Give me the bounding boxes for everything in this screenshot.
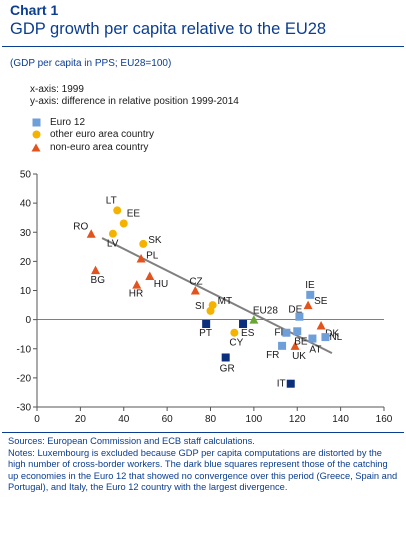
point-label-hu: HU [154, 279, 168, 290]
point-label-mt: MT [218, 296, 232, 307]
point-cy [230, 328, 239, 337]
point-es [239, 319, 248, 328]
point-dk [316, 320, 326, 330]
point-label-nl: NL [329, 332, 342, 343]
y-tick-label: 20 [20, 257, 32, 268]
triangle-marker-icon [30, 143, 42, 152]
point-fi [282, 328, 291, 337]
point-label-cz: CZ [189, 277, 202, 288]
point-at [308, 334, 317, 343]
point-uk [290, 341, 300, 350]
chart-subtitle: (GDP per capita in PPS; EU28=100) [10, 58, 172, 69]
point-label-eu28: EU28 [253, 306, 278, 317]
legend-item-euro12: Euro 12 [30, 116, 154, 129]
point-label-sk: SK [148, 235, 162, 246]
legend-swatch-non-euro [31, 143, 41, 152]
legend-item-other-euro: other euro area country [30, 129, 154, 142]
point-pt [202, 319, 211, 328]
chart-label: Chart 1 [10, 2, 59, 18]
point-it [286, 379, 295, 388]
x-tick-label: 0 [34, 414, 40, 425]
x-axis-note: x-axis: 1999 [30, 84, 84, 95]
point-label-es: ES [241, 328, 255, 339]
point-be [293, 327, 302, 336]
point-lt [113, 206, 122, 215]
point-label-lv: LV [107, 239, 119, 250]
x-tick-label: 100 [246, 414, 263, 425]
point-label-at: AT [309, 345, 321, 356]
point-eu28 [249, 315, 259, 324]
y-tick-label: 30 [20, 228, 32, 239]
y-tick-label: -10 [17, 344, 32, 355]
point-label-uk: UK [292, 351, 306, 362]
point-sk [139, 239, 148, 248]
y-tick-label: 0 [25, 315, 31, 326]
point-ee [119, 219, 128, 228]
point-lv [108, 229, 117, 238]
point-fr [278, 341, 287, 350]
x-tick-label: 40 [118, 414, 130, 425]
point-label-fr: FR [266, 350, 279, 361]
point-label-de: DE [288, 305, 302, 316]
y-tick-label: 50 [20, 170, 32, 181]
point-pl [136, 253, 146, 263]
point-label-dk: DK [325, 328, 339, 339]
point-ro [86, 229, 96, 238]
legend-label-non-euro: non-euro area country [50, 141, 149, 153]
point-label-cy: CY [229, 338, 243, 349]
chart-title: GDP growth per capita relative to the EU… [10, 20, 327, 38]
title-divider [2, 46, 404, 47]
point-de [295, 312, 304, 321]
x-tick-label: 80 [205, 414, 217, 425]
point-label-ro: RO [73, 222, 88, 233]
footnote-divider [2, 432, 404, 433]
point-hr [132, 280, 142, 289]
legend-item-non-euro: non-euro area country [30, 141, 154, 154]
point-label-se: SE [314, 296, 328, 307]
footnote-sources: Sources: European Commission and ECB sta… [8, 436, 255, 446]
point-label-hr: HR [129, 289, 143, 300]
x-tick-label: 120 [289, 414, 306, 425]
point-ie [306, 290, 315, 299]
point-se [303, 300, 313, 310]
point-nl [321, 333, 330, 342]
legend-swatch-other-euro [32, 130, 40, 139]
legend-swatch-euro12 [32, 118, 40, 127]
y-tick-label: -30 [17, 403, 32, 414]
legend-label-other-euro: other euro area country [50, 129, 154, 141]
point-bg [91, 265, 101, 275]
x-tick-label: 140 [332, 414, 349, 425]
point-mt [208, 301, 217, 310]
point-label-bg: BG [91, 275, 106, 286]
point-label-fi: FI [274, 328, 283, 339]
point-gr [221, 353, 230, 362]
point-label-si: SI [195, 301, 204, 312]
x-tick-label: 60 [162, 414, 174, 425]
point-hu [145, 271, 155, 280]
scatter-plot: -30 -20 -10 0 10 20 30 40 50 0 20 40 60 80 100 120 140 16… [17, 170, 393, 426]
y-tick-label: -20 [17, 373, 32, 384]
point-cz [190, 286, 200, 295]
point-label-ie: IE [305, 280, 315, 291]
point-label-lt: LT [106, 195, 117, 206]
legend-label-euro12: Euro 12 [50, 116, 86, 128]
footnote: Sources: European Commission and ECB sta… [8, 436, 400, 494]
circle-marker-icon [30, 130, 42, 139]
point-label-ee: EE [127, 209, 141, 220]
point-label-pt: PT [199, 328, 212, 339]
x-tick-label: 160 [376, 414, 393, 425]
point-label-be: BE [294, 336, 308, 347]
point-label-it: IT [277, 379, 286, 390]
point-label-gr: GR [220, 363, 235, 374]
y-tick-label: 10 [20, 286, 32, 297]
x-tick-label: 20 [75, 414, 87, 425]
y-tick-label: 40 [20, 199, 32, 210]
legend: Euro 12 other euro area country non-euro… [30, 116, 154, 154]
footnote-notes: Notes: Luxembourg is excluded because GD… [8, 447, 398, 493]
square-marker-icon [30, 118, 42, 127]
y-axis-note: y-axis: difference in relative position … [30, 96, 239, 107]
point-label-pl: PL [146, 250, 159, 261]
